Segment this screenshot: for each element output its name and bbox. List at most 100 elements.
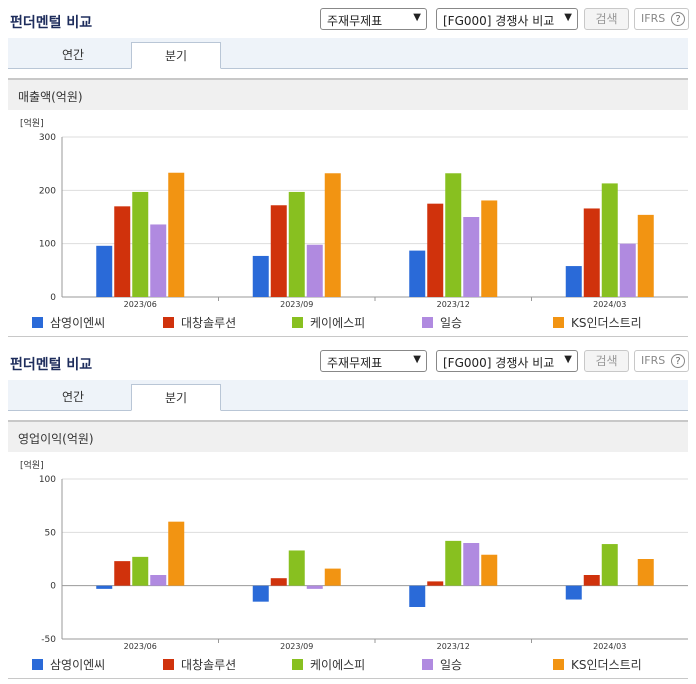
tab-quarterly[interactable]: 분기 xyxy=(131,42,221,69)
legend-swatch xyxy=(292,659,303,670)
bar xyxy=(132,191,149,297)
y-tick-label: -50 xyxy=(41,635,56,645)
statement-type-value: 주재무제표 xyxy=(327,14,383,28)
bar xyxy=(481,200,498,297)
legend-label: 대창솔루션 xyxy=(181,316,237,330)
x-tick-label: 2024/03 xyxy=(593,300,626,309)
x-tick-label: 2023/12 xyxy=(437,642,470,651)
operating-income-bar-chart: [억원] -50 0 50 100 2023/06 2023/09 2023/12 2024/0… xyxy=(20,459,688,651)
tab-annual[interactable]: 연간 xyxy=(61,48,85,62)
bar xyxy=(427,581,444,586)
x-tick-label: 2023/12 xyxy=(437,300,470,309)
chart-subtitle: 매출액(억원) xyxy=(18,90,83,104)
peer-group-select[interactable]: [FG000] 경쟁사 비교 ▼ xyxy=(436,350,578,372)
bar xyxy=(288,550,305,586)
x-tick-label: 2023/06 xyxy=(124,300,157,309)
search-button[interactable]: 검색 xyxy=(584,350,629,372)
y-tick-label: 100 xyxy=(39,475,56,485)
legend-item[interactable]: 케이에스피 xyxy=(292,656,365,673)
chart-subtitle: 영업이익(억원) xyxy=(18,432,94,446)
legend-item[interactable]: 대창솔루션 xyxy=(163,656,236,673)
help-icon: ? xyxy=(671,12,685,26)
tab-annual[interactable]: 연간 xyxy=(61,390,85,404)
legend-item[interactable]: 케이에스피 xyxy=(292,314,365,331)
peer-group-select[interactable]: [FG000] 경쟁사 비교 ▼ xyxy=(436,8,578,30)
legend-label: 케이에스피 xyxy=(310,658,366,672)
chevron-down-icon: ▼ xyxy=(413,12,421,23)
legend-label: 삼영이엔씨 xyxy=(50,658,106,672)
bar xyxy=(583,208,600,297)
legend-item[interactable]: 대창솔루션 xyxy=(163,314,236,331)
bar xyxy=(445,540,462,586)
legend-label: 케이에스피 xyxy=(310,316,366,330)
bar xyxy=(288,191,305,297)
fundamental-section-sales: 펀더멘털 비교 주재무제표 ▼ [FG000] 경쟁사 비교 ▼ 검색 IFRS… xyxy=(0,0,696,337)
bar xyxy=(601,183,618,297)
ifrs-help-button[interactable]: IFRS ? xyxy=(634,350,689,372)
legend-item[interactable]: KS인더스트리 xyxy=(553,314,642,331)
statement-type-select[interactable]: 주재무제표 ▼ xyxy=(320,350,427,372)
bar xyxy=(114,206,131,297)
y-tick-label: 200 xyxy=(39,186,56,196)
legend-item[interactable]: 삼영이엔씨 xyxy=(32,314,105,331)
legend-item[interactable]: KS인더스트리 xyxy=(553,656,642,673)
period-tabs: 연간 분기 xyxy=(8,38,688,69)
bar xyxy=(150,224,167,297)
search-button[interactable]: 검색 xyxy=(584,8,629,30)
statement-type-value: 주재무제표 xyxy=(327,356,383,370)
chart-subtitle-bar: 매출액(억원) xyxy=(8,78,688,110)
section-title: 펀더멘털 비교 xyxy=(10,15,93,31)
legend-label: KS인더스트리 xyxy=(571,658,642,672)
section-header: 펀더멘털 비교 주재무제표 ▼ [FG000] 경쟁사 비교 ▼ 검색 IFRS… xyxy=(0,0,696,36)
legend-label: 일승 xyxy=(440,316,463,330)
x-tick-label: 2023/06 xyxy=(124,642,157,651)
period-tabs: 연간 분기 xyxy=(8,380,688,411)
legend-swatch xyxy=(422,317,433,328)
legend-swatch xyxy=(422,659,433,670)
legend-item[interactable]: 일승 xyxy=(422,656,462,673)
y-tick-label: 0 xyxy=(50,293,56,303)
bar xyxy=(565,266,582,297)
bar xyxy=(409,250,426,297)
x-tick-label: 2023/09 xyxy=(280,642,313,651)
bar xyxy=(324,568,341,586)
bar xyxy=(168,172,185,297)
bar xyxy=(637,214,654,297)
bar xyxy=(583,575,600,586)
bar xyxy=(481,554,498,586)
bar xyxy=(132,556,149,586)
bar xyxy=(114,561,131,586)
bar xyxy=(409,585,426,607)
legend-label: KS인더스트리 xyxy=(571,316,642,330)
ifrs-label: IFRS xyxy=(641,354,666,367)
legend-item[interactable]: 일승 xyxy=(422,314,462,331)
bar xyxy=(619,243,636,297)
section-divider xyxy=(8,336,688,337)
statement-type-select[interactable]: 주재무제표 ▼ xyxy=(320,8,427,30)
bar xyxy=(601,544,618,586)
y-tick-label: 50 xyxy=(45,528,57,538)
bar xyxy=(96,245,113,297)
section-title: 펀더멘털 비교 xyxy=(10,357,93,373)
tab-quarterly[interactable]: 분기 xyxy=(131,384,221,411)
x-tick-label: 2023/09 xyxy=(280,300,313,309)
chevron-down-icon: ▼ xyxy=(564,354,572,365)
bar xyxy=(270,205,287,297)
legend-item[interactable]: 삼영이엔씨 xyxy=(32,656,105,673)
bar xyxy=(252,585,269,602)
bar xyxy=(96,585,113,589)
legend-label: 일승 xyxy=(440,658,463,672)
y-tick-label: 300 xyxy=(39,133,56,143)
peer-group-value: [FG000] 경쟁사 비교 xyxy=(443,14,555,28)
help-icon: ? xyxy=(671,354,685,368)
ifrs-help-button[interactable]: IFRS ? xyxy=(634,8,689,30)
ifrs-label: IFRS xyxy=(641,12,666,25)
unit-label: [억원] xyxy=(20,117,44,129)
fundamental-section-operating-income: 펀더멘털 비교 주재무제표 ▼ [FG000] 경쟁사 비교 ▼ 검색 IFRS… xyxy=(0,342,696,684)
bar xyxy=(306,244,323,297)
section-divider xyxy=(8,678,688,679)
chevron-down-icon: ▼ xyxy=(564,12,572,23)
sales-chart-legend: 삼영이엔씨 대창솔루션 케이에스피 일승 KS인더스트리 xyxy=(8,312,688,332)
chevron-down-icon: ▼ xyxy=(413,354,421,365)
bar xyxy=(463,217,480,297)
